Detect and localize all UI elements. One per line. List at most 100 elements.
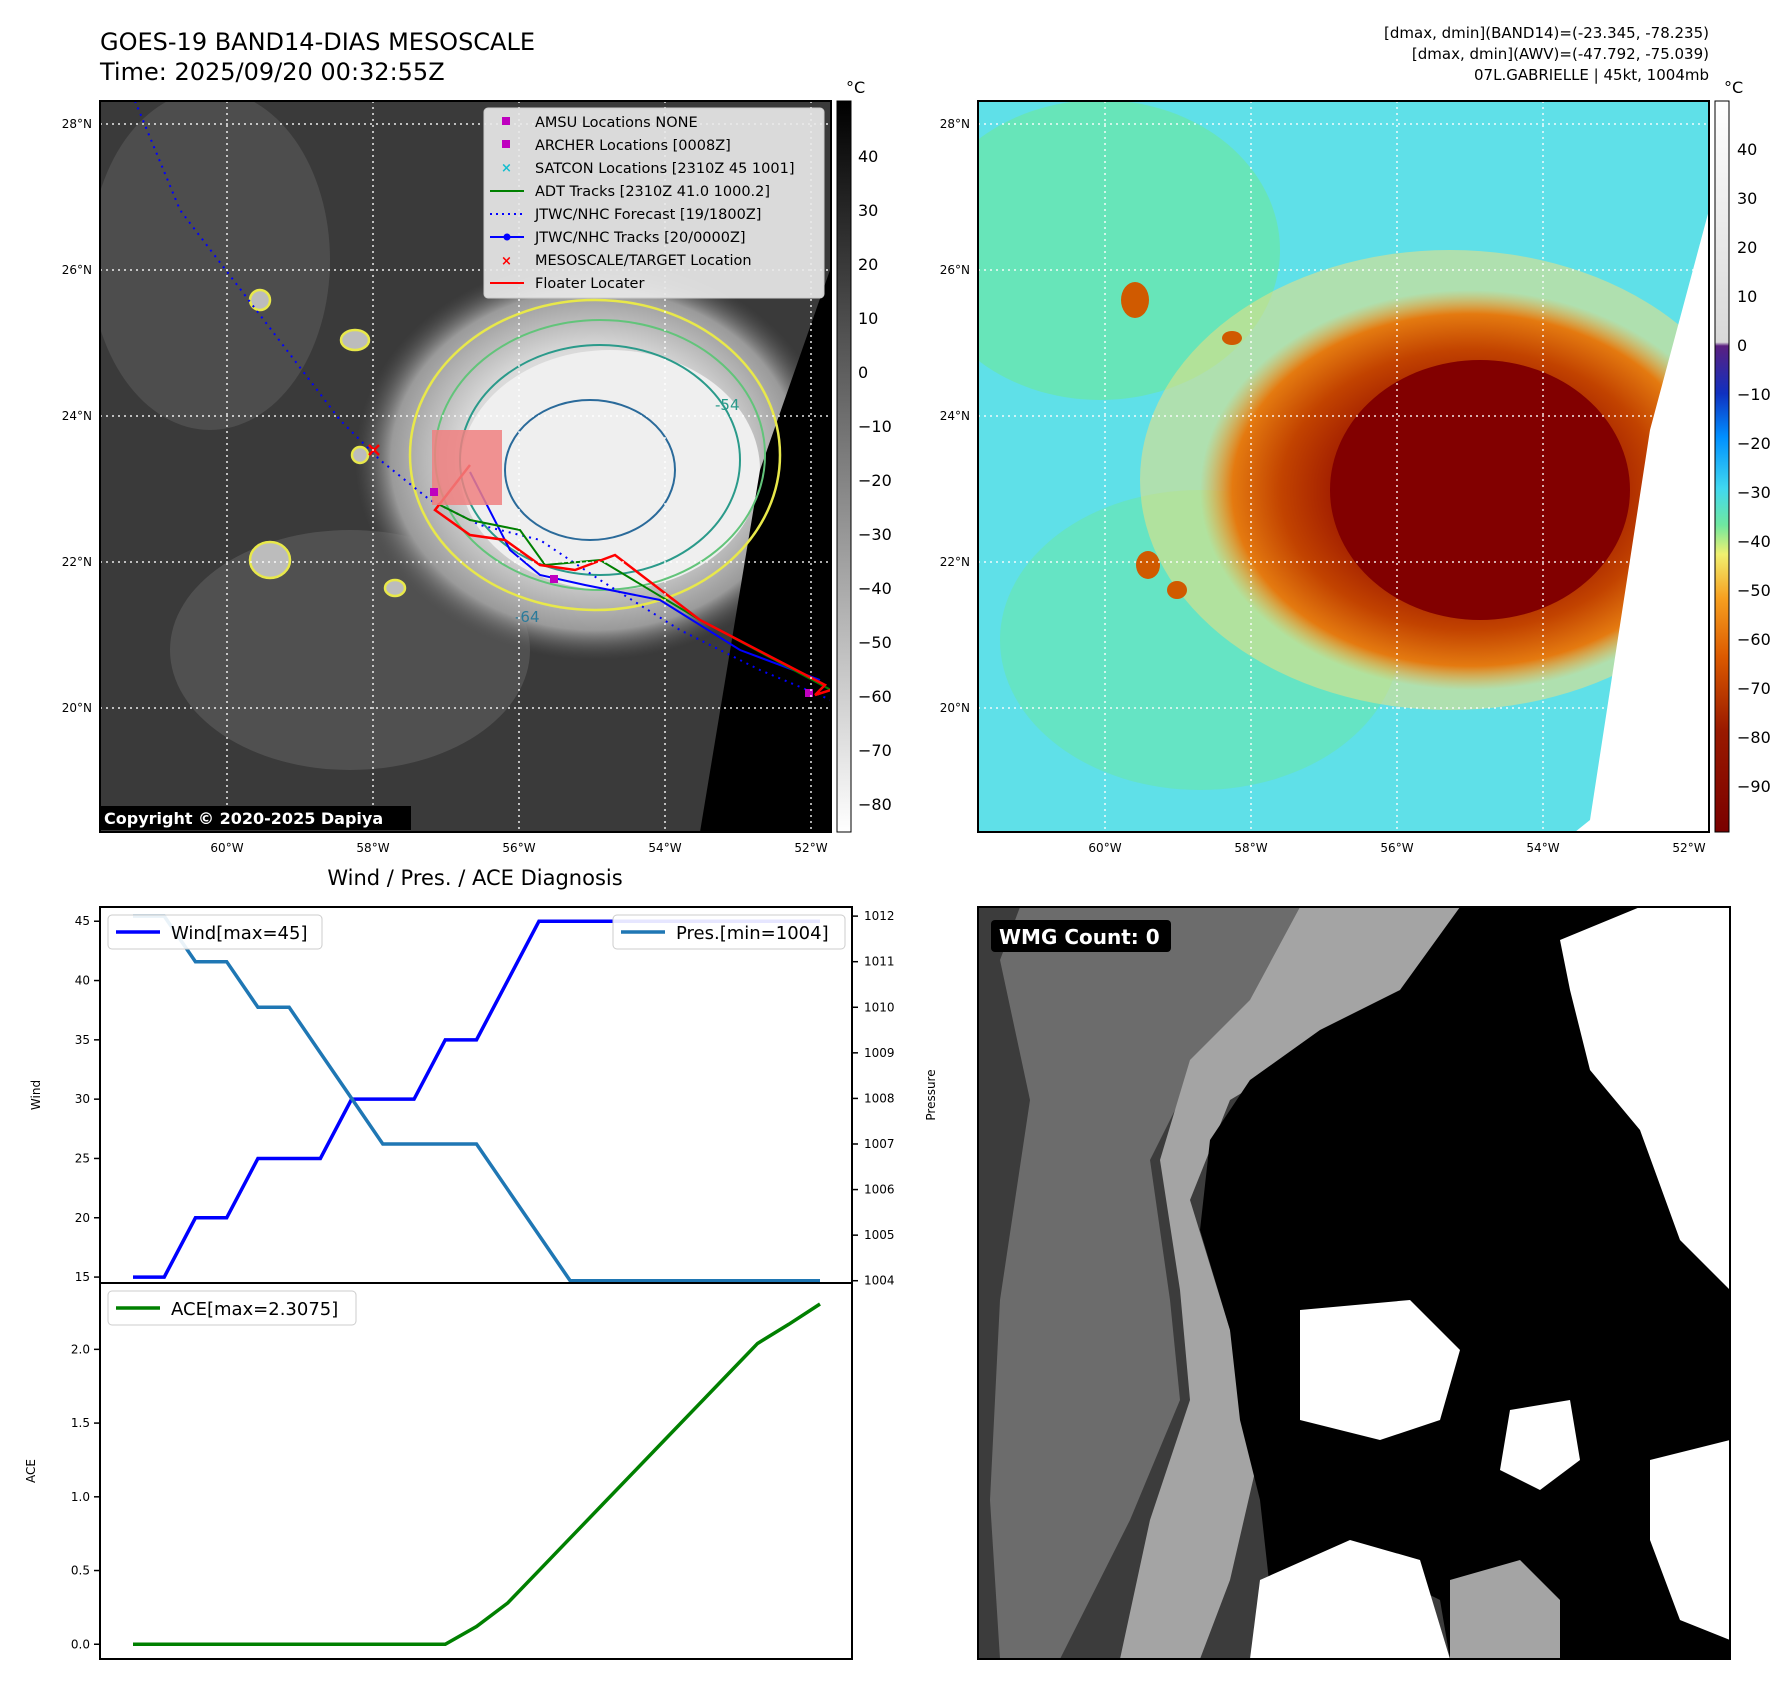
svg-text:−70: −70 <box>858 741 892 760</box>
svg-text:22°N: 22°N <box>62 555 92 569</box>
legend-item: JTWC/NHC Tracks [20/0000Z] <box>490 230 746 246</box>
ytick-label: 1008 <box>864 1091 895 1105</box>
figure-title: GOES-19 BAND14-DIAS MESOSCALE <box>100 28 535 56</box>
svg-text:MESOSCALE/TARGET Location: MESOSCALE/TARGET Location <box>535 253 752 269</box>
awv-lat-labels: 28°N 26°N 24°N 22°N 20°N <box>940 117 970 715</box>
legend-item: × MESOSCALE/TARGET Location <box>501 253 752 269</box>
svg-text:54°W: 54°W <box>1526 841 1559 855</box>
ytick-label: 1009 <box>864 1046 895 1060</box>
svg-text:−30: −30 <box>1737 483 1771 502</box>
svg-text:10: 10 <box>1737 287 1757 306</box>
legend-item: × SATCON Locations [2310Z 45 1001] <box>501 161 794 177</box>
ace-legend: ACE[max=2.3075] <box>107 1290 357 1326</box>
svg-text:ARCHER Locations [0008Z]: ARCHER Locations [0008Z] <box>535 138 731 154</box>
wind-ylabel: Wind <box>29 1080 43 1110</box>
ytick-label: 20 <box>75 1211 90 1225</box>
wind-pressure-axes <box>99 906 853 1284</box>
svg-text:−60: −60 <box>858 687 892 706</box>
ytick-label: 2.0 <box>71 1342 90 1356</box>
svg-text:26°N: 26°N <box>940 263 970 277</box>
ytick-label: 1007 <box>864 1137 895 1151</box>
ytick-label: 0.5 <box>71 1564 90 1578</box>
contour-label-54: -54 <box>715 396 740 414</box>
svg-text:30: 30 <box>1737 189 1757 208</box>
svg-text:22°N: 22°N <box>940 555 970 569</box>
svg-text:60°W: 60°W <box>210 841 243 855</box>
ace-axes <box>99 1282 853 1660</box>
svg-text:28°N: 28°N <box>940 117 970 131</box>
ytick-label: 40 <box>75 974 90 988</box>
svg-text:20: 20 <box>858 255 878 274</box>
svg-text:−80: −80 <box>858 795 892 814</box>
svg-text:SATCON Locations [2310Z 45 100: SATCON Locations [2310Z 45 1001] <box>535 161 794 177</box>
diagnosis-title: Wind / Pres. / ACE Diagnosis <box>327 866 622 890</box>
svg-text:−80: −80 <box>1737 728 1771 747</box>
ace-series-line <box>133 1302 821 1647</box>
info-band14: [dmax, dmin](BAND14)=(-23.345, -78.235) <box>1384 24 1709 42</box>
pressure-legend: Pres.[min=1004] <box>612 914 846 950</box>
svg-text:−90: −90 <box>1737 777 1771 796</box>
svg-text:24°N: 24°N <box>62 409 92 423</box>
pressure-series-line <box>133 914 820 1283</box>
svg-text:Floater Locater: Floater Locater <box>535 276 644 292</box>
svg-text:−10: −10 <box>1737 385 1771 404</box>
svg-text:20°N: 20°N <box>62 701 92 715</box>
svg-text:°C: °C <box>1724 78 1743 97</box>
wmg-panel: WMG Count: 0 <box>977 906 1731 1660</box>
svg-text:54°W: 54°W <box>648 841 681 855</box>
svg-text:−50: −50 <box>1737 581 1771 600</box>
info-awv: [dmax, dmin](AWV)=(-47.792, -75.039) <box>1412 45 1709 63</box>
svg-text:−30: −30 <box>858 525 892 544</box>
svg-text:58°W: 58°W <box>356 841 389 855</box>
ytick-label: 45 <box>75 914 90 928</box>
svg-text:24°N: 24°N <box>940 409 970 423</box>
wmg-image <box>978 907 1730 1659</box>
wmg-count-label: WMG Count: 0 <box>999 925 1160 949</box>
ytick-label: 1004 <box>864 1274 895 1288</box>
svg-text:40: 40 <box>1737 140 1757 159</box>
awv-panel: 28°N 26°N 24°N 22°N 20°N 60°W 58°W 56°W … <box>940 78 1771 855</box>
ytick-label: 1005 <box>864 1228 895 1242</box>
svg-text:58°W: 58°W <box>1234 841 1267 855</box>
svg-text:−70: −70 <box>1737 679 1771 698</box>
wind-ytick-labels: 15 20 25 30 35 40 45 <box>75 914 100 1284</box>
legend-item: AMSU Locations NONE <box>502 115 698 131</box>
svg-text:20: 20 <box>1737 238 1757 257</box>
legend-item: ADT Tracks [2310Z 41.0 1000.2] <box>490 184 770 200</box>
svg-text:−10: −10 <box>858 417 892 436</box>
svg-text:×: × <box>501 254 512 269</box>
svg-text:JTWC/NHC Forecast [19/1800Z]: JTWC/NHC Forecast [19/1800Z] <box>534 207 761 223</box>
legend-item: ARCHER Locations [0008Z] <box>502 138 731 154</box>
ytick-label: 1012 <box>864 909 895 923</box>
svg-text:Pres.[min=1004]: Pres.[min=1004] <box>676 923 829 944</box>
ace-ytick-labels: 0.0 0.5 1.0 1.5 2.0 <box>71 1342 100 1651</box>
svg-text:AMSU Locations NONE: AMSU Locations NONE <box>535 115 698 131</box>
svg-text:−40: −40 <box>1737 532 1771 551</box>
svg-text:52°W: 52°W <box>1672 841 1705 855</box>
svg-text:Wind[max=45]: Wind[max=45] <box>171 923 308 944</box>
awv-image <box>978 101 1709 832</box>
pressure-ylabel: Pressure <box>924 1069 938 1120</box>
svg-text:ACE[max=2.3075]: ACE[max=2.3075] <box>171 1299 338 1320</box>
figure-time: Time: 2025/09/20 00:32:55Z <box>99 58 445 86</box>
awv-colorbar: °C 40 30 20 10 0 −10 −20 −30 −40 −50 −60… <box>1714 78 1771 833</box>
svg-text:60°W: 60°W <box>1088 841 1121 855</box>
ir-colorbar: °C 40 30 20 10 0 −10 −20 −30 −40 −50 −60… <box>836 78 892 833</box>
diagnosis-panel: Wind / Pres. / ACE Diagnosis Wind Pressu… <box>24 866 938 1660</box>
svg-text:0: 0 <box>858 363 868 382</box>
legend-item: JTWC/NHC Forecast [19/1800Z] <box>490 207 761 223</box>
svg-text:−40: −40 <box>858 579 892 598</box>
ytick-label: 15 <box>75 1270 90 1284</box>
contour-label-64: -64 <box>515 608 540 626</box>
svg-text:30: 30 <box>858 201 878 220</box>
ytick-label: 35 <box>75 1033 90 1047</box>
ytick-label: 1011 <box>864 955 895 969</box>
ytick-label: 0.0 <box>71 1637 90 1651</box>
svg-text:−20: −20 <box>858 471 892 490</box>
svg-text:JTWC/NHC Tracks [20/0000Z]: JTWC/NHC Tracks [20/0000Z] <box>534 230 746 246</box>
ytick-label: 1.5 <box>71 1416 90 1430</box>
svg-text:×: × <box>501 161 512 176</box>
ir-lon-labels: 60°W 58°W 56°W 54°W 52°W <box>210 841 827 855</box>
svg-text:°C: °C <box>846 78 865 97</box>
ytick-label: 30 <box>75 1092 90 1106</box>
